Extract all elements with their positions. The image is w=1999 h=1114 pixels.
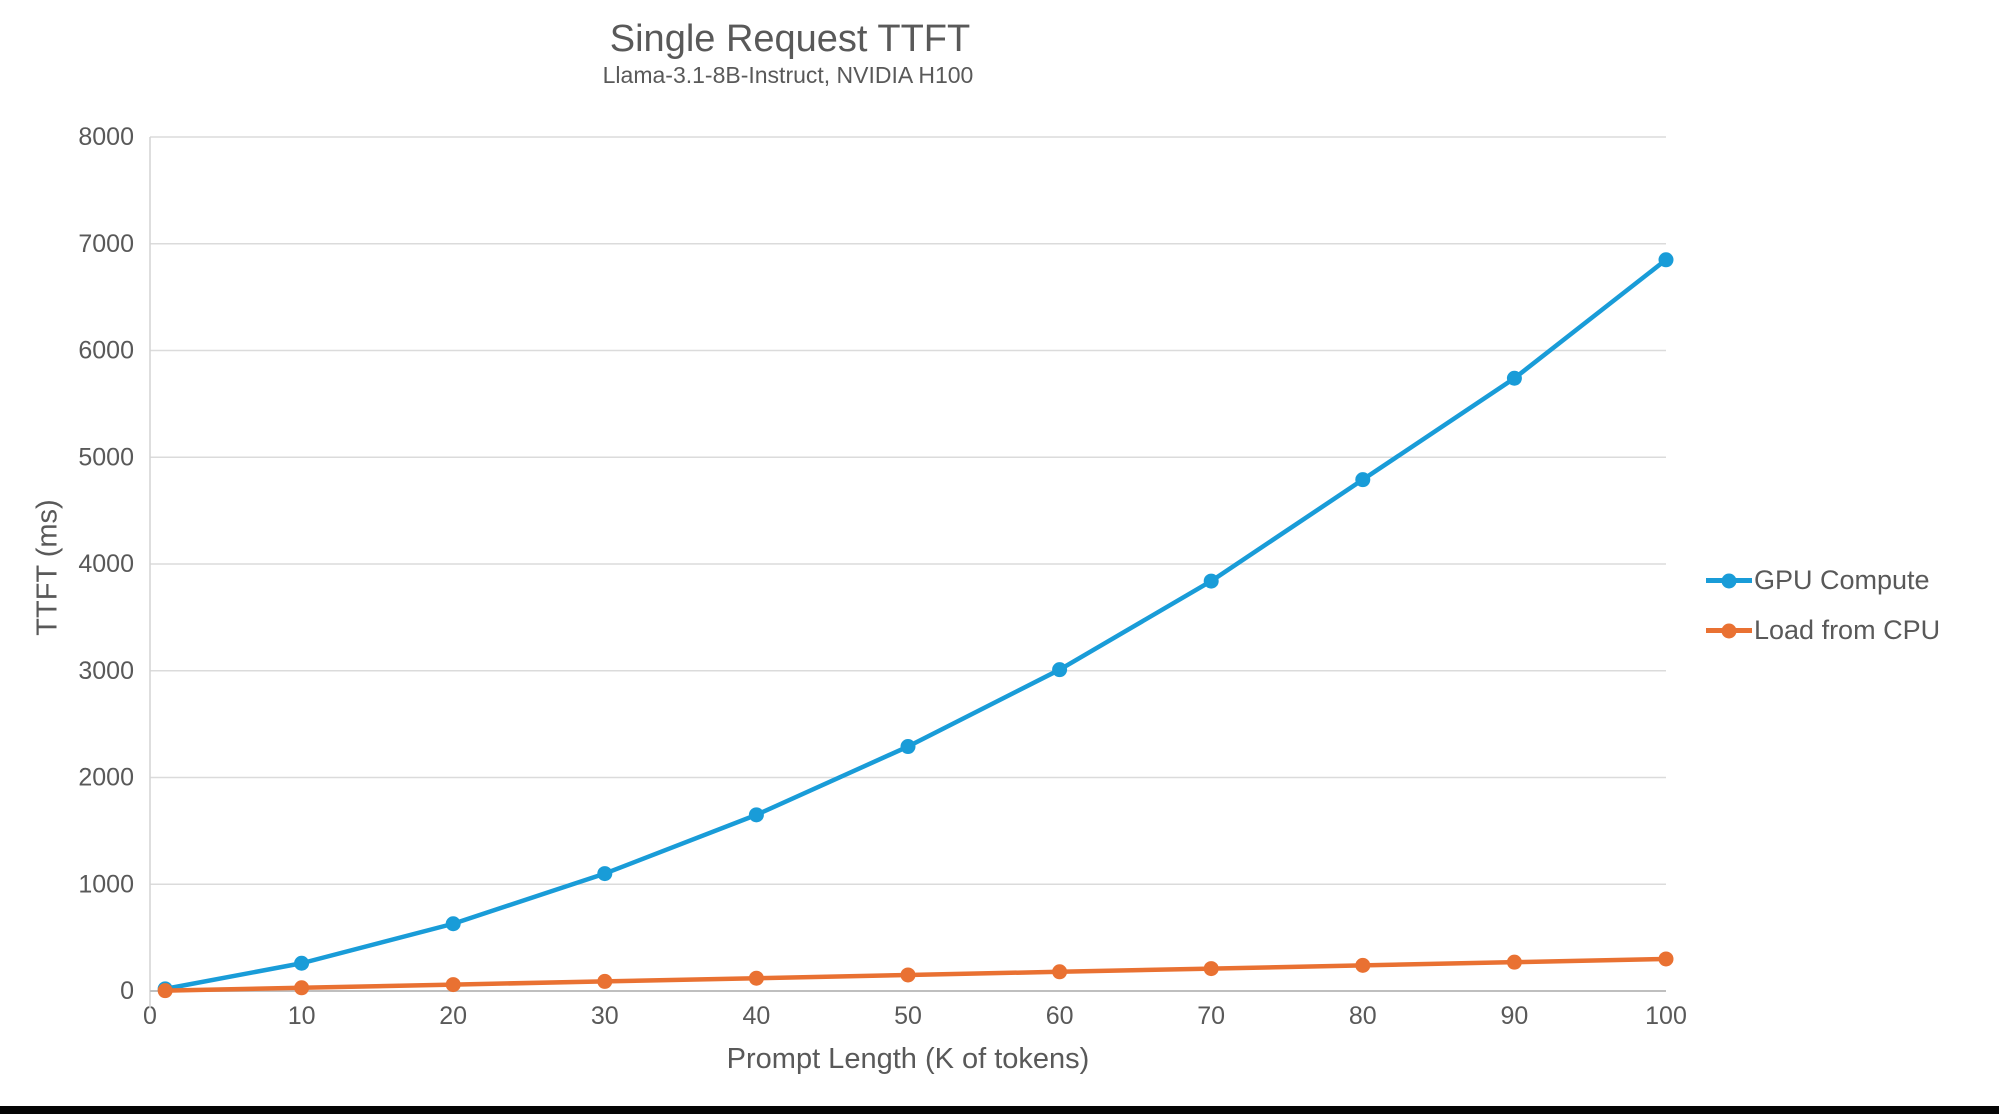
series-line-1 (162, 956, 1669, 993)
legend-label: Load from CPU (1754, 615, 1941, 645)
chart-title: Single Request TTFT (609, 18, 971, 60)
chart-subtitle: Llama-3.1-8B-Instruct, NVIDIA H100 (602, 62, 974, 88)
data-point (157, 983, 173, 999)
data-point (597, 973, 613, 989)
y-tick-label-0: 0 (120, 977, 134, 1005)
gpu-compute-line-swatch-icon (1706, 573, 1752, 588)
data-point (1658, 252, 1674, 268)
legend-label: GPU Compute (1754, 565, 1930, 595)
series-line-0 (162, 257, 1669, 992)
x-tick-label-30: 30 (591, 1002, 619, 1030)
x-tick-label-10: 10 (288, 1002, 316, 1030)
x-tick-label-100: 100 (1645, 1002, 1687, 1030)
data-point (1203, 573, 1219, 589)
x-tick-label-60: 60 (1046, 1002, 1074, 1030)
data-point (1506, 370, 1522, 386)
data-point (1658, 951, 1674, 967)
legend-item-gpu-compute[interactable]: GPU Compute (1706, 565, 1940, 596)
x-tick-label-20: 20 (439, 1002, 467, 1030)
y-tick-label-1000: 1000 (78, 870, 134, 898)
y-axis-title: TTFT (ms) (31, 499, 64, 636)
legend-item-load-from-cpu[interactable]: Load from CPU (1706, 615, 1940, 646)
window-bottom-edge-bar (0, 1106, 1999, 1114)
data-point (1506, 954, 1522, 970)
data-point (900, 967, 916, 983)
y-tick-label-7000: 7000 (78, 230, 134, 258)
x-tick-label-70: 70 (1197, 1002, 1225, 1030)
x-axis-title: Prompt Length (K of tokens) (726, 1043, 1090, 1075)
x-tick-label-50: 50 (894, 1002, 922, 1030)
x-tick-label-0: 0 (143, 1002, 157, 1030)
x-tick-label-40: 40 (742, 1002, 770, 1030)
data-point (1203, 961, 1219, 977)
y-tick-label-8000: 8000 (78, 123, 134, 151)
x-tick-label-80: 80 (1349, 1002, 1377, 1030)
data-point (445, 916, 461, 932)
y-tick-label-3000: 3000 (78, 657, 134, 685)
y-tick-label-5000: 5000 (78, 443, 134, 471)
data-point (900, 739, 916, 755)
data-point (1052, 662, 1068, 678)
data-point (445, 977, 461, 993)
y-tick-label-6000: 6000 (78, 337, 134, 365)
data-point (1355, 957, 1371, 973)
data-point (1052, 964, 1068, 980)
data-point (748, 970, 764, 986)
y-tick-label-2000: 2000 (78, 764, 134, 792)
x-tick-label-90: 90 (1500, 1002, 1528, 1030)
data-point (748, 807, 764, 823)
data-point (597, 866, 613, 882)
data-point (1355, 472, 1371, 488)
y-tick-label-4000: 4000 (78, 550, 134, 578)
legend: GPU Compute Load from CPU (1706, 565, 1940, 646)
load-from-cpu-line-swatch-icon (1706, 623, 1752, 638)
data-point (294, 955, 310, 971)
data-point (294, 980, 310, 996)
